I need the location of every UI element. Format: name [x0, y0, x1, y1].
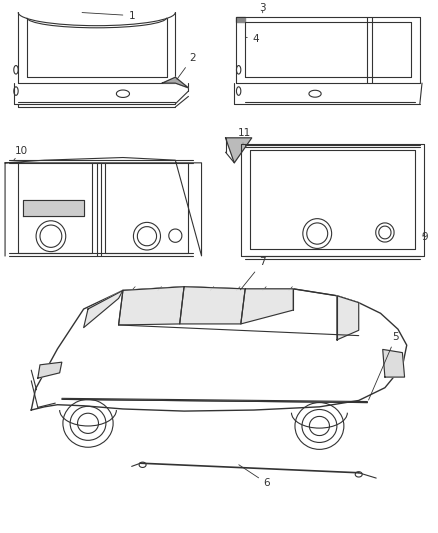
Text: 10: 10 [14, 146, 28, 160]
Polygon shape [180, 287, 245, 324]
Text: 6: 6 [239, 465, 270, 488]
Polygon shape [383, 350, 405, 377]
Text: 11: 11 [238, 127, 251, 143]
Polygon shape [226, 138, 252, 163]
Polygon shape [38, 362, 62, 378]
Polygon shape [162, 77, 188, 88]
Polygon shape [241, 289, 293, 324]
Text: 9: 9 [422, 232, 428, 243]
Text: 3: 3 [259, 3, 266, 13]
Polygon shape [119, 287, 184, 325]
Polygon shape [337, 296, 359, 340]
Polygon shape [84, 290, 123, 328]
Text: 4: 4 [246, 34, 259, 44]
Polygon shape [22, 200, 84, 216]
Text: 5: 5 [368, 332, 399, 400]
Text: 1: 1 [82, 11, 135, 21]
Text: 2: 2 [177, 53, 196, 79]
Text: 7: 7 [240, 257, 266, 290]
Polygon shape [237, 17, 245, 22]
